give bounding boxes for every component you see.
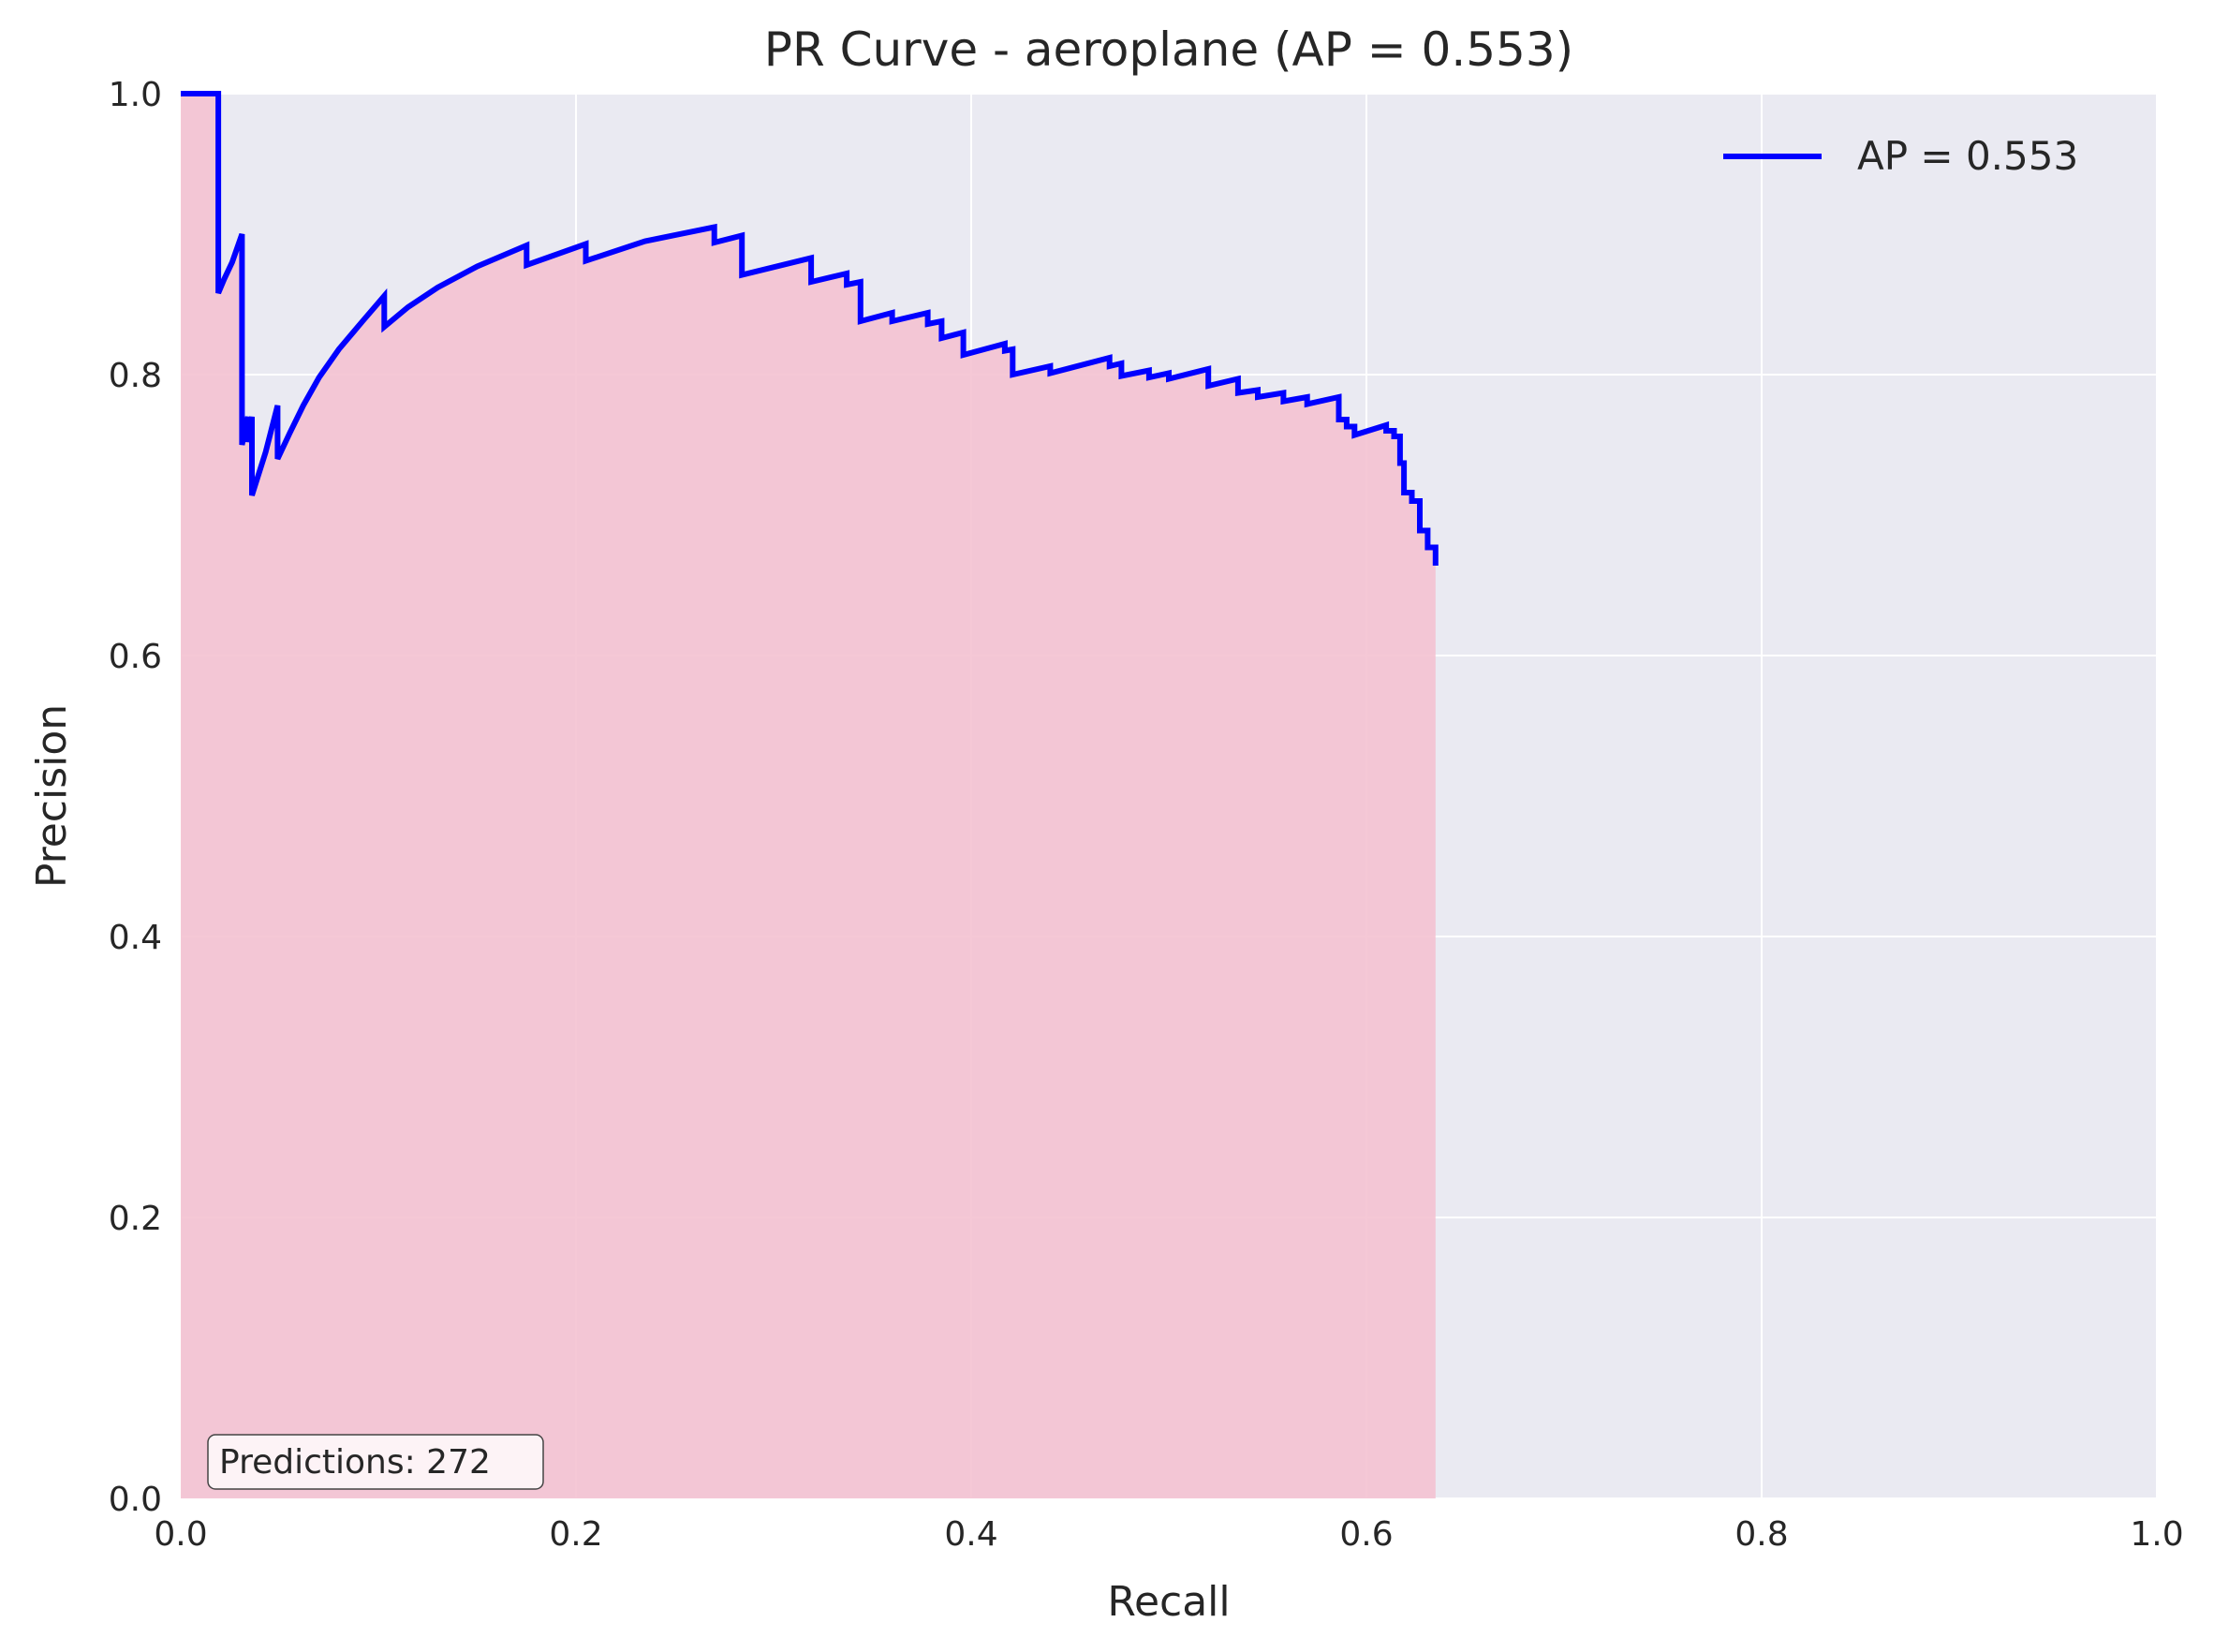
- x-axis-ticks: 0.0 0.2 0.4 0.6 0.8 1.0: [154, 1515, 2183, 1554]
- x-tick-label: 0.4: [944, 1515, 997, 1554]
- y-tick-label: 0.4: [109, 919, 162, 957]
- y-axis-label: Precision: [28, 704, 76, 888]
- annotation-box: [207, 1434, 544, 1490]
- x-tick-label: 1.0: [2130, 1515, 2183, 1554]
- legend-entry-label: AP = 0.553: [1857, 133, 2078, 179]
- annotation-text: Predictions: 272: [219, 1443, 491, 1482]
- y-tick-label: 1.0: [109, 76, 162, 114]
- chart-title: PR Curve - aeroplane (AP = 0.553): [764, 22, 1573, 77]
- y-tick-label: 0.6: [109, 638, 162, 676]
- legend: AP = 0.553: [1723, 133, 2078, 179]
- x-tick-label: 0.8: [1734, 1515, 1788, 1554]
- pr-curve-line: [181, 91, 1439, 566]
- x-tick-label: 0.6: [1339, 1515, 1393, 1554]
- y-tick-label: 0.2: [109, 1200, 162, 1238]
- predictions-annotation: Predictions: 272: [207, 1434, 544, 1490]
- y-tick-label: 0.8: [109, 357, 162, 395]
- x-axis-label: Recall: [1107, 1578, 1230, 1626]
- x-tick-label: 0.2: [549, 1515, 602, 1554]
- y-tick-label: 0.0: [109, 1481, 162, 1519]
- y-axis-ticks: 0.0 0.2 0.4 0.6 0.8 1.0: [109, 76, 162, 1519]
- x-tick-label: 0.0: [154, 1515, 207, 1554]
- pr-fill-area: [181, 94, 1436, 1498]
